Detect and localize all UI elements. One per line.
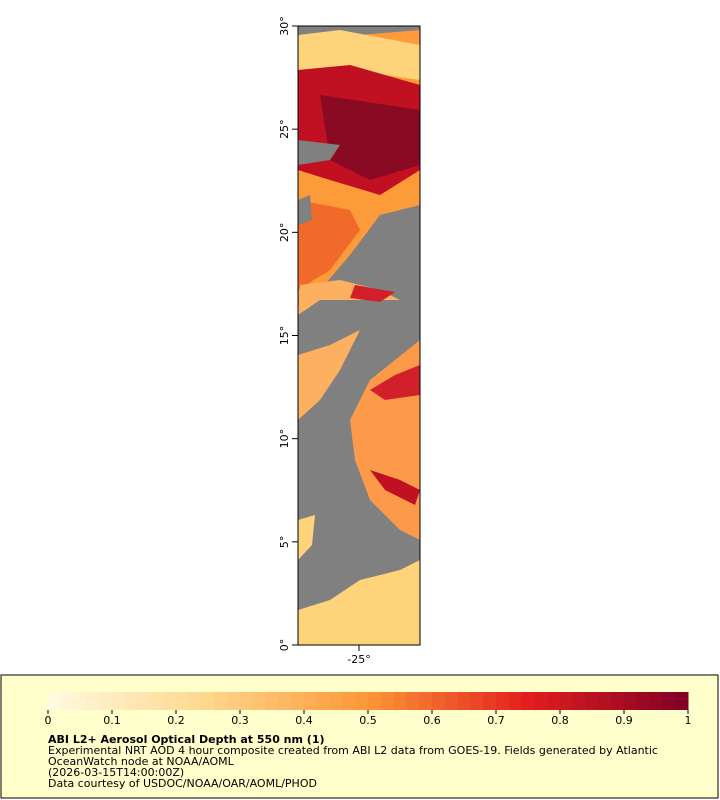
x-tick-label: -25° <box>347 653 370 666</box>
colorbar-tick-label: 0.8 <box>551 714 569 727</box>
legend-line: Experimental NRT AOD 4 hour composite cr… <box>48 744 658 757</box>
colorbar-step <box>521 692 535 710</box>
y-tick-label: 5° <box>278 536 291 549</box>
colorbar-step <box>444 692 459 710</box>
colorbar-step <box>227 692 241 710</box>
colorbar-tick-label: 0.4 <box>295 714 313 727</box>
colorbar-step <box>278 692 292 710</box>
colorbar-step <box>355 692 369 710</box>
colorbar-step <box>368 692 382 710</box>
colorbar-step <box>60 692 75 710</box>
colorbar-step <box>86 692 100 710</box>
colorbar-step <box>304 692 318 710</box>
colorbar-step <box>176 692 190 710</box>
aerosol-field <box>370 365 420 400</box>
aerosol-field <box>350 285 395 302</box>
colorbar-step <box>560 692 574 710</box>
colorbar-step <box>265 692 279 710</box>
aerosol-field <box>370 470 420 505</box>
colorbar: 0 0.1 0.2 0.3 0.4 0.5 0.6 0.7 0.8 0.9 1 <box>45 692 692 727</box>
colorbar-step <box>457 692 471 710</box>
aerosol-field <box>298 200 360 290</box>
map-area <box>297 25 421 646</box>
aerosol-field <box>298 560 420 645</box>
colorbar-step <box>611 692 625 710</box>
colorbar-step <box>406 692 420 710</box>
y-tick-label: 20° <box>278 223 291 243</box>
colorbar-step <box>342 692 356 710</box>
colorbar-step <box>624 692 638 710</box>
colorbar-tick-label: 0.7 <box>487 714 505 727</box>
colorbar-tick-label: 0.3 <box>231 714 249 727</box>
colorbar-step <box>99 692 113 710</box>
colorbar-step <box>598 692 612 710</box>
y-tick-label: 0° <box>278 639 291 652</box>
colorbar-step <box>496 692 510 710</box>
colorbar-tick-label: 1 <box>685 714 692 727</box>
colorbar-step <box>252 692 267 710</box>
legend-line: (2026-03-15T14:00:00Z) <box>48 766 184 779</box>
colorbar-tick-label: 0.2 <box>167 714 185 727</box>
colorbar-step <box>73 692 87 710</box>
colorbar-tick-label: 0 <box>45 714 52 727</box>
colorbar-step <box>572 692 587 710</box>
colorbar-step <box>585 692 599 710</box>
y-tick-label: 30° <box>278 16 291 36</box>
colorbar-step <box>393 692 407 710</box>
aerosol-field <box>298 515 315 560</box>
y-tick-label: 25° <box>278 119 291 139</box>
colorbar-step <box>214 692 228 710</box>
no-data <box>298 140 340 165</box>
colorbar-step <box>316 692 331 710</box>
colorbar-step <box>201 692 215 710</box>
y-tick-label: 10° <box>278 429 291 449</box>
colorbar-step <box>150 692 164 710</box>
colorbar-step <box>547 692 561 710</box>
colorbar-step <box>163 692 177 710</box>
legend-line: Data courtesy of USDOC/NOAA/OAR/AOML/PHO… <box>48 777 317 790</box>
colorbar-step <box>380 692 395 710</box>
colorbar-tick-label: 0.1 <box>103 714 121 727</box>
no-data <box>298 195 312 225</box>
aerosol-field <box>298 330 360 420</box>
colorbar-step <box>649 692 663 710</box>
colorbar-tick-label: 0.9 <box>615 714 633 727</box>
colorbar-step <box>124 692 139 710</box>
colorbar-step <box>675 692 689 710</box>
colorbar-step <box>112 692 126 710</box>
colorbar-tick-label: 0.5 <box>359 714 377 727</box>
colorbar-step <box>137 692 151 710</box>
colorbar-step <box>240 692 254 710</box>
aerosol-field <box>320 95 420 180</box>
colorbar-step <box>329 692 343 710</box>
colorbar-step <box>291 692 305 710</box>
colorbar-step <box>48 692 62 710</box>
colorbar-step <box>188 692 203 710</box>
colorbar-step <box>470 692 484 710</box>
colorbar-step <box>483 692 497 710</box>
colorbar-step <box>432 692 446 710</box>
colorbar-step <box>662 692 676 710</box>
colorbar-step <box>508 692 523 710</box>
legend-title: ABI L2+ Aerosol Optical Depth at 550 nm … <box>48 733 325 746</box>
colorbar-step <box>636 692 651 710</box>
colorbar-tick-label: 0.6 <box>423 714 441 727</box>
colorbar-step <box>419 692 433 710</box>
colorbar-step <box>534 692 548 710</box>
legend-line: OceanWatch node at NOAA/AOML <box>48 755 235 768</box>
y-tick-label: 15° <box>278 326 291 346</box>
